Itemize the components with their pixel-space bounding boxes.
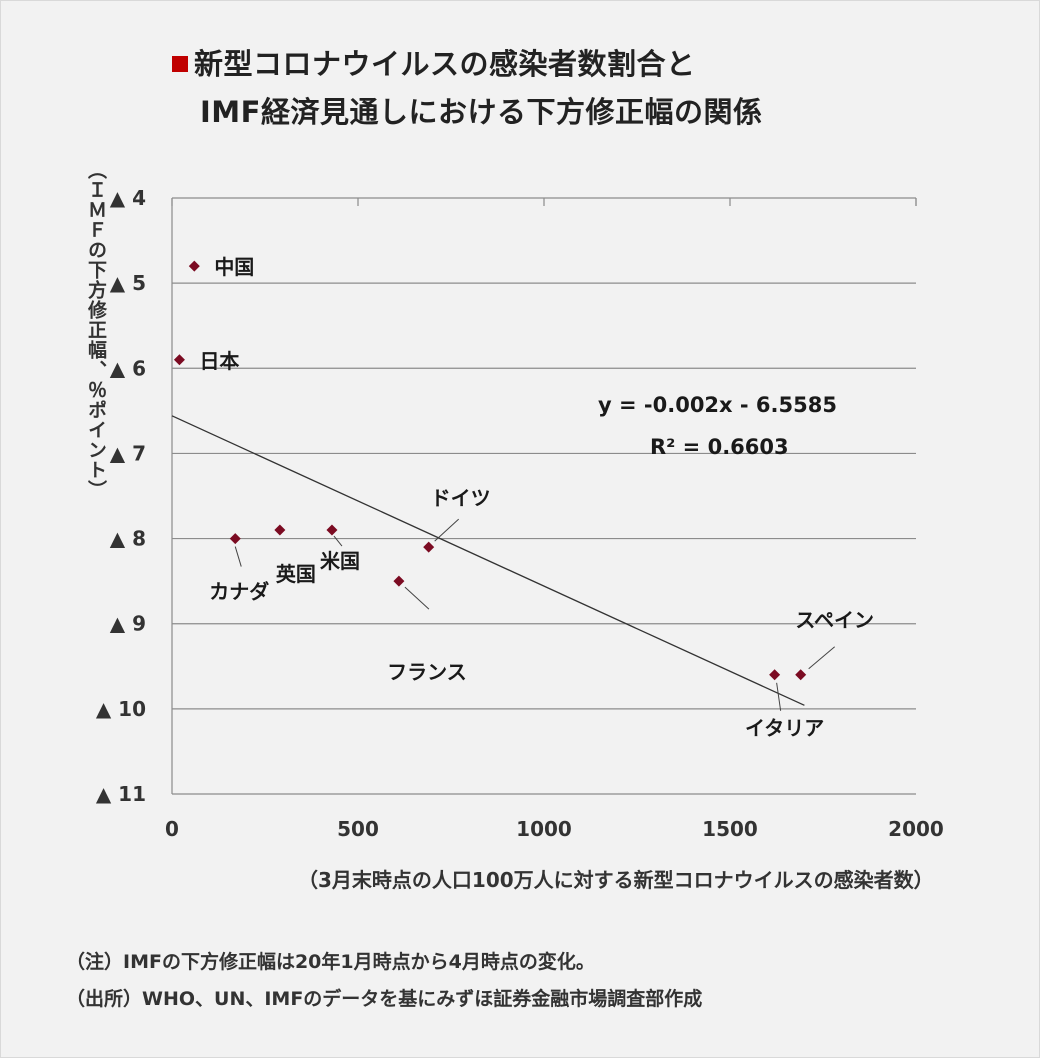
note-2: （出所）WHO、UN、IMFのデータを基にみずほ証券金融市場調査部作成 [66,988,703,1010]
point-label: 日本 [199,349,239,373]
y-tick-label: ▲ 11 [96,782,146,806]
data-point [188,260,200,272]
point-label: スペイン [795,608,874,632]
trend-equation: y = -0.002x - 6.5585 [598,393,837,417]
leader-lines [234,518,836,711]
leader-line [434,518,460,542]
y-tick-label: ▲ 7 [110,441,146,465]
data-point [229,533,241,545]
x-tick-labels: 0 500 1000 1500 2000 [165,817,944,841]
y-tick-label: ▲ 9 [110,612,146,636]
leader-line [776,682,782,711]
data-points [173,260,807,681]
leader-line [404,586,430,610]
y-tick-labels: ▲ 4 ▲ 5 ▲ 6 ▲ 7 ▲ 8 ▲ 9 ▲ 10 ▲ 11 [96,186,146,806]
data-point [423,541,435,553]
chart-title: 新型コロナウイルスの感染者数割合と IMF経済見通しにおける下方修正幅の関係 [172,40,762,136]
x-tick-label: 1500 [702,817,758,841]
point-label: フランス [387,660,467,684]
leader-line [808,646,836,670]
data-point [274,524,286,536]
data-point [326,524,338,536]
point-label: ドイツ [431,486,491,510]
trend-r2: R² = 0.6603 [650,435,789,459]
point-label: イタリア [745,716,824,740]
y-tick-label: ▲ 8 [110,527,146,551]
axes [171,198,917,794]
x-tick-label: 1000 [516,817,572,841]
leader-line [234,546,242,567]
leader-line [333,535,343,547]
title-line2: IMF経済見通しにおける下方修正幅の関係 [200,95,763,129]
point-label: 中国 [214,255,254,279]
point-label: 英国 [276,562,316,586]
data-point [173,354,185,366]
data-point [795,669,807,681]
x-tick-label: 0 [165,817,179,841]
x-axis-label: （3月末時点の人口100万人に対する新型コロナウイルスの感染者数） [298,868,934,892]
data-point [769,669,781,681]
y-tick-label: ▲ 6 [110,356,146,380]
trendline-group [171,415,805,706]
gridlines [172,197,916,795]
x-tick-label: 500 [337,817,379,841]
title-line1: 新型コロナウイルスの感染者数割合と [194,47,696,81]
y-tick-label: ▲ 5 [110,271,146,295]
y-tick-label: ▲ 10 [96,697,146,721]
note-1: （注）IMFの下方修正幅は20年1月時点から4月時点の変化。 [66,951,595,973]
data-point [393,575,405,587]
y-tick-label: ▲ 4 [110,186,146,210]
title-marker-icon [172,56,188,72]
trendline [171,415,805,706]
x-tick-label: 2000 [888,817,944,841]
point-label: カナダ [209,580,269,604]
point-label: 米国 [320,549,360,573]
y-axis-label: （ＩＭＦの下方修正幅、％ポイント） [85,160,107,500]
notes: （注）IMFの下方修正幅は20年1月時点から4月時点の変化。 （出所）WHO、U… [66,944,702,1018]
